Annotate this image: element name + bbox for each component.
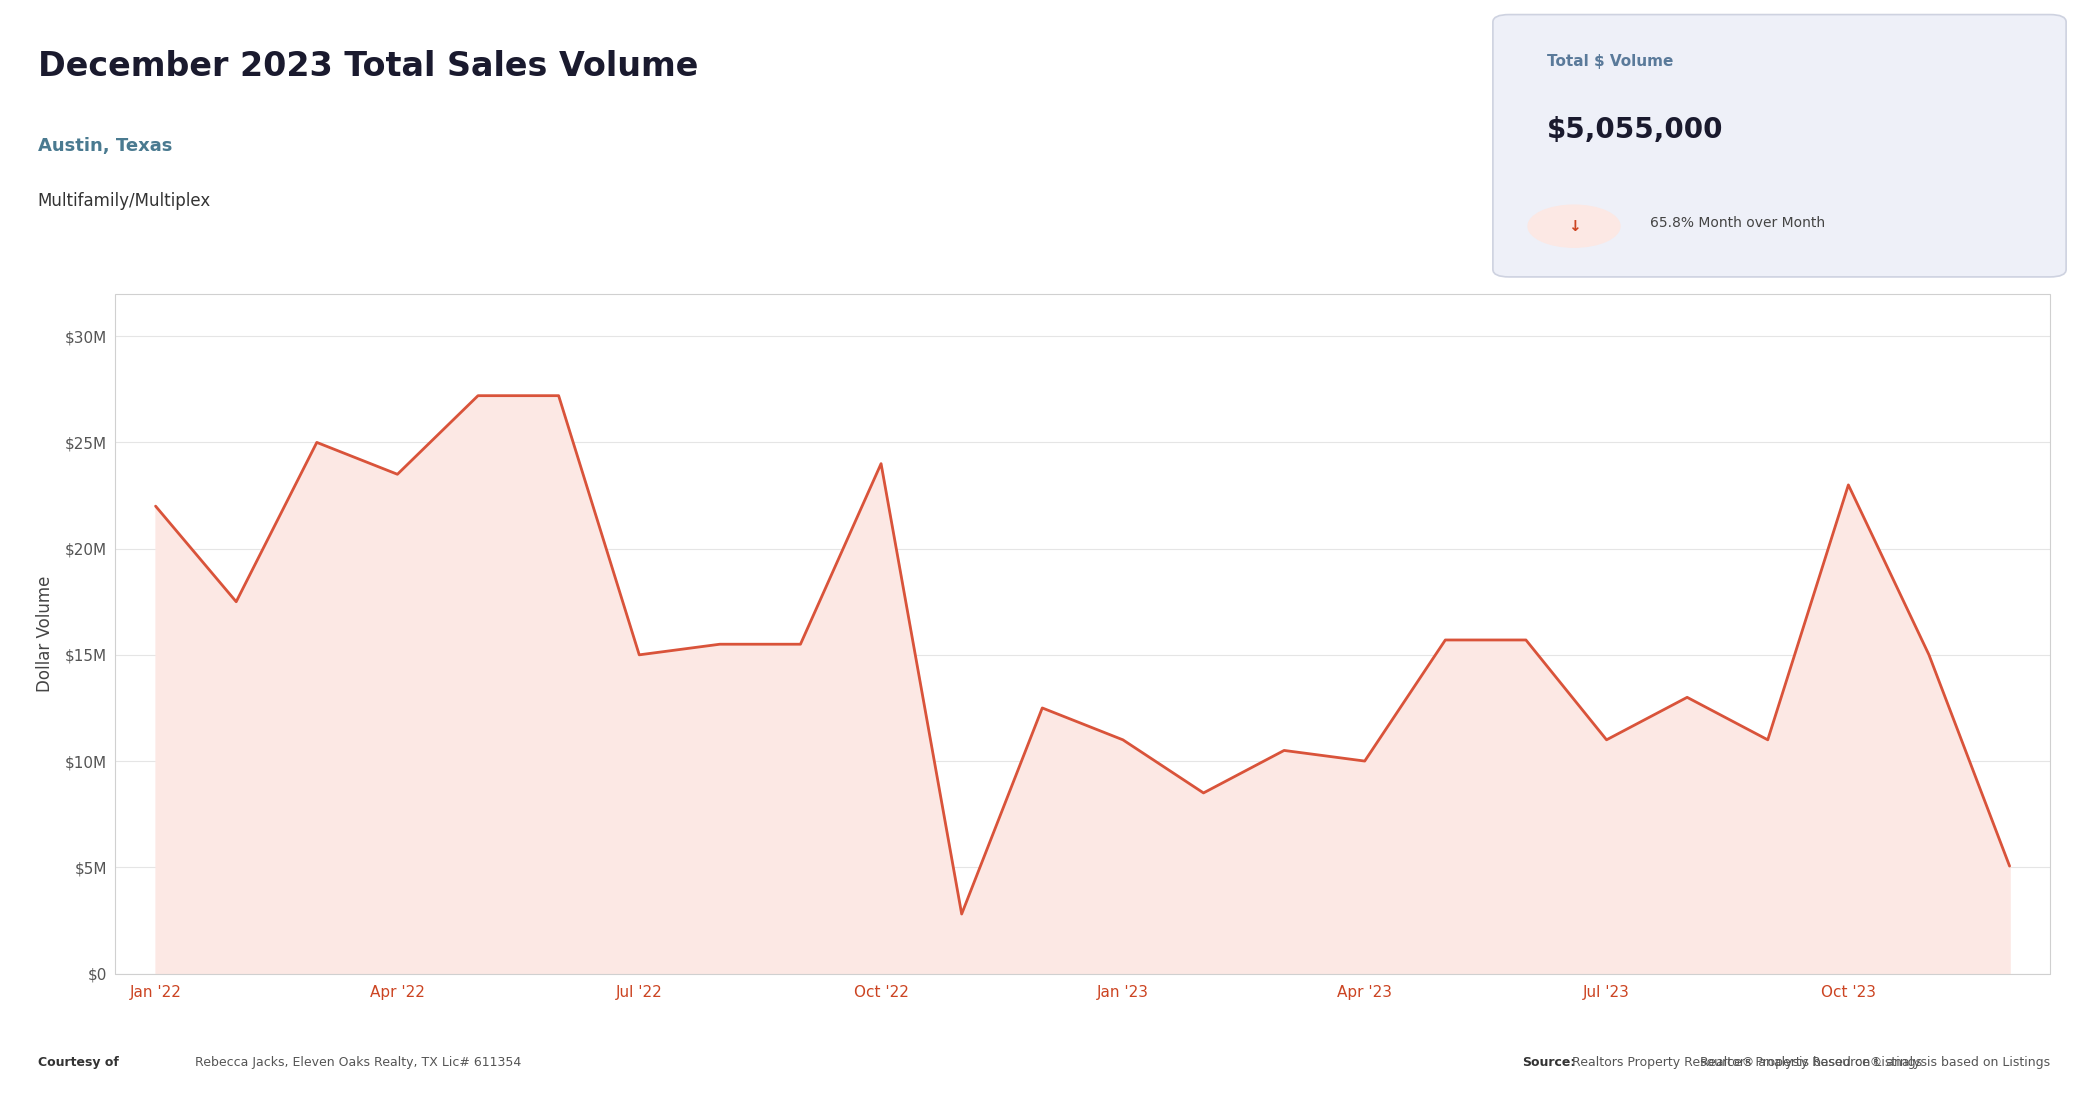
Text: Total $ Volume: Total $ Volume [1547, 54, 1673, 69]
Text: Realtors Property Resource® analysis based on Listings: Realtors Property Resource® analysis bas… [1568, 1056, 1922, 1069]
Text: Source:: Source: [1522, 1056, 1574, 1069]
Text: Austin, Texas: Austin, Texas [38, 138, 172, 155]
Text: $5,055,000: $5,055,000 [1547, 116, 1723, 144]
Circle shape [1528, 205, 1620, 248]
Text: December 2023 Total Sales Volume: December 2023 Total Sales Volume [38, 50, 698, 82]
Text: Multifamily/Multiplex: Multifamily/Multiplex [38, 192, 212, 210]
Y-axis label: Dollar Volume: Dollar Volume [36, 575, 54, 692]
Text: Rebecca Jacks, Eleven Oaks Realty, TX Lic# 611354: Rebecca Jacks, Eleven Oaks Realty, TX Li… [191, 1056, 522, 1069]
Text: 65.8% Month over Month: 65.8% Month over Month [1650, 217, 1826, 230]
Text: Realtors Property Resource® analysis based on Listings: Realtors Property Resource® analysis bas… [1696, 1056, 2050, 1069]
Text: Courtesy of: Courtesy of [38, 1056, 119, 1069]
FancyBboxPatch shape [1492, 14, 2067, 277]
Text: ↓: ↓ [1568, 219, 1580, 233]
